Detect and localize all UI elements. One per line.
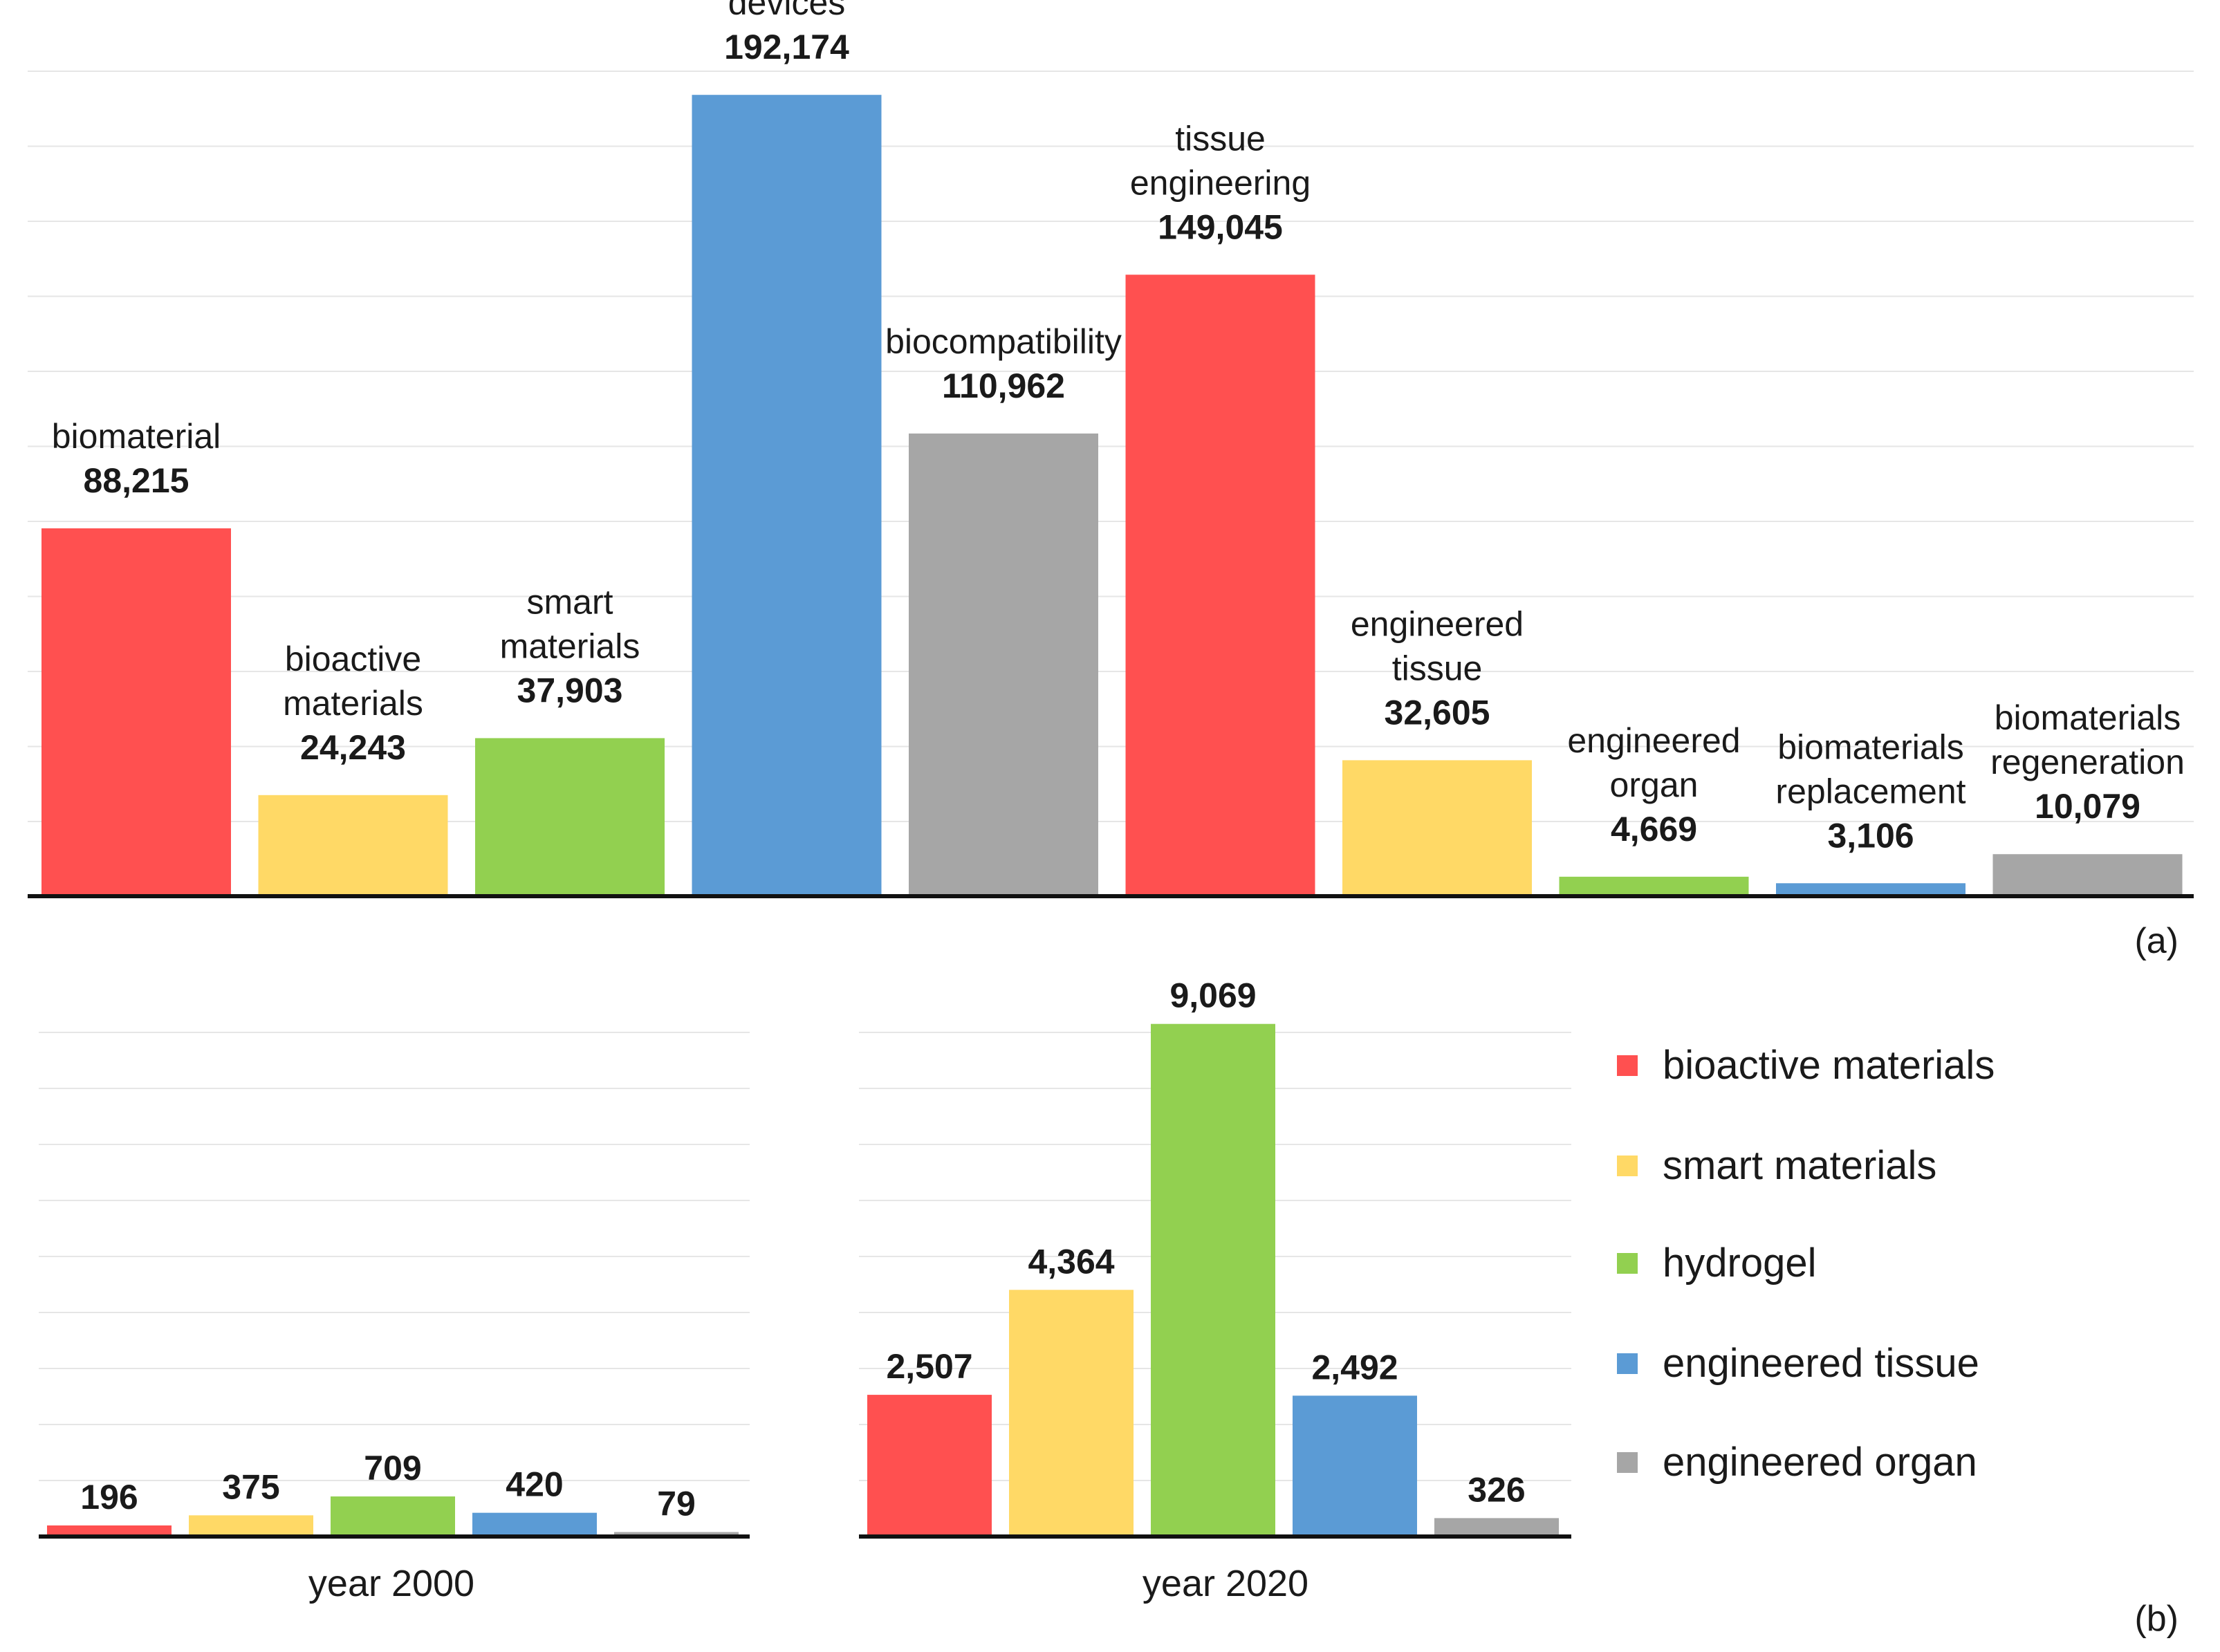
bar-biocompatibility [909, 433, 1098, 896]
bar-biomaterials-regeneration [1992, 854, 2183, 896]
legend-label-engineered-organ: engineered organ [1663, 1440, 1977, 1485]
value-label-biocompatibility: 110,962 [942, 366, 1065, 405]
legend-label-bioactive-materials: bioactive materials [1663, 1043, 1995, 1088]
value-label-engineered-organ: 4,669 [1611, 810, 1697, 848]
panel-a-chart: 88,215 biomaterial 24,243 bioactive material… [28, 0, 2194, 961]
bar-year-2000-hydrogel [331, 1496, 455, 1537]
panel-a-bars [41, 95, 2183, 896]
bar-year-2020-engineered-tissue [1293, 1395, 1417, 1537]
value-label-tissue-engineering: 149,045 [1158, 207, 1283, 246]
bar-year-2020-smart-materials [1009, 1290, 1134, 1537]
category-label-bioactive-materials: materials [283, 684, 423, 723]
panel-a-labels: 88,215 biomaterial 24,243 bioactive material… [52, 0, 2185, 855]
value-label-year-2000-engineered-organ: 79 [657, 1485, 696, 1523]
legend-label-engineered-tissue: engineered tissue [1663, 1341, 1979, 1386]
group-label-year-2020: year 2020 [1143, 1563, 1308, 1604]
value-label-year-2000-smart-materials: 375 [222, 1467, 279, 1506]
bar-tissue-engineering [1125, 275, 1315, 896]
legend: bioactive materials smart materials hydr… [1617, 1043, 1995, 1485]
category-label-engineered-organ: organ [1610, 765, 1699, 804]
legend-label-smart-materials: smart materials [1663, 1143, 1936, 1188]
category-label-engineered-tissue: tissue [1392, 649, 1483, 687]
legend-label-hydrogel: hydrogel [1663, 1241, 1816, 1286]
panel-a-tag: (a) [2134, 921, 2179, 961]
panel-b-labels: 196 375 709 420 79 2,507 4,364 9,069 2,492 326 [80, 976, 1525, 1523]
value-label-year-2000-bioactive-materials: 196 [80, 1478, 138, 1516]
value-label-biomaterials-regeneration: 10,079 [2035, 787, 2140, 826]
legend-item-smart-materials: smart materials [1617, 1143, 1936, 1188]
bar-year-2000-engineered-tissue [472, 1512, 597, 1537]
bar-year-2000-engineered-organ [614, 1532, 739, 1537]
value-label-engineered-tissue: 32,605 [1385, 693, 1490, 732]
value-label-year-2020-smart-materials: 4,364 [1028, 1242, 1114, 1281]
bar-smart-materials [475, 738, 665, 896]
value-label-medical-devices: 192,174 [724, 28, 849, 66]
category-label-biomaterials-regeneration: biomaterials [1995, 698, 2181, 737]
value-label-year-2000-engineered-tissue: 420 [506, 1465, 563, 1504]
legend-swatch-bioactive-materials [1617, 1055, 1638, 1076]
bar-year-2000-smart-materials [189, 1515, 313, 1537]
legend-swatch-hydrogel [1617, 1253, 1638, 1274]
value-label-bioactive-materials: 24,243 [300, 728, 406, 767]
panel-b-tag: (b) [2134, 1599, 2179, 1639]
legend-item-engineered-tissue: engineered tissue [1617, 1341, 1979, 1386]
category-label-smart-materials: materials [500, 627, 640, 665]
category-label-biomaterials-regeneration: regeneration [1990, 743, 2185, 781]
value-label-year-2020-bioactive-materials: 2,507 [886, 1347, 972, 1386]
bar-biomaterial [41, 528, 231, 896]
legend-item-bioactive-materials: bioactive materials [1617, 1043, 1995, 1088]
category-label-smart-materials: smart [527, 582, 613, 621]
bar-year-2020-bioactive-materials [867, 1395, 992, 1537]
legend-swatch-engineered-organ [1617, 1452, 1638, 1473]
panel-b-bars [47, 1023, 1559, 1537]
category-label-biomaterials-replacement: biomaterials [1777, 727, 1964, 766]
bar-engineered-organ [1559, 876, 1749, 896]
bar-year-2020-engineered-organ [1434, 1518, 1559, 1537]
category-label-bioactive-materials: bioactive [285, 640, 421, 678]
bar-medical-devices [692, 95, 882, 896]
category-label-biocompatibility: biocompatibility [885, 322, 1122, 361]
bar-biomaterials-replacement [1776, 883, 1965, 896]
value-label-year-2020-engineered-tissue: 2,492 [1311, 1348, 1398, 1386]
value-label-biomaterials-replacement: 3,106 [1827, 816, 1914, 855]
value-label-biomaterial: 88,215 [84, 461, 189, 500]
bar-bioactive-materials [258, 795, 448, 896]
bar-engineered-tissue [1342, 760, 1532, 896]
category-label-biomaterial: biomaterial [52, 417, 221, 456]
panel-a-gridlines [28, 71, 2194, 822]
category-label-engineered-tissue: engineered [1351, 604, 1524, 643]
category-label-medical-devices: devices [728, 0, 846, 22]
value-label-year-2020-hydrogel: 9,069 [1169, 976, 1256, 1015]
group-label-year-2000: year 2000 [308, 1563, 474, 1604]
legend-item-engineered-organ: engineered organ [1617, 1440, 1977, 1485]
category-label-tissue-engineering: tissue [1175, 119, 1266, 158]
value-label-smart-materials: 37,903 [517, 671, 623, 709]
category-label-tissue-engineering: engineering [1130, 163, 1311, 202]
bar-year-2000-bioactive-materials [47, 1525, 172, 1537]
value-label-year-2020-engineered-organ: 326 [1468, 1470, 1525, 1509]
legend-swatch-engineered-tissue [1617, 1353, 1638, 1374]
bar-year-2020-hydrogel [1151, 1023, 1275, 1537]
legend-swatch-smart-materials [1617, 1156, 1638, 1176]
panel-b-chart: 196 375 709 420 79 2,507 4,364 9,069 2,492 326 ye… [39, 976, 2179, 1639]
category-label-engineered-organ: engineered [1567, 721, 1740, 760]
legend-item-hydrogel: hydrogel [1617, 1241, 1816, 1286]
category-label-biomaterials-replacement: replacement [1775, 772, 1965, 810]
value-label-year-2000-hydrogel: 709 [364, 1449, 421, 1487]
